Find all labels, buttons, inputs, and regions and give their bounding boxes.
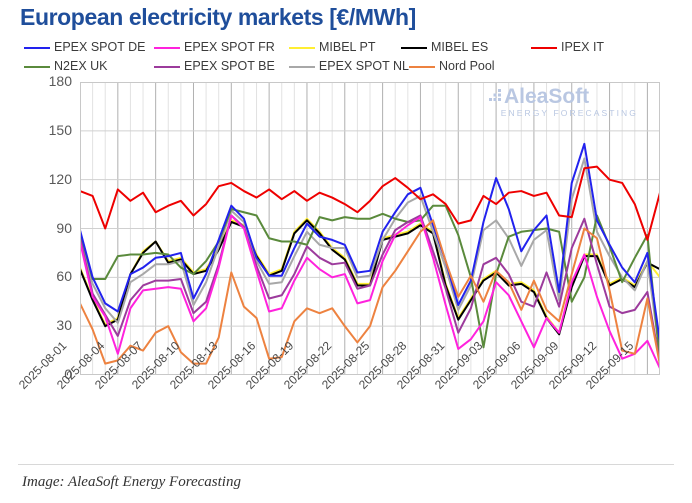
series-line-epex-spot-de	[80, 142, 660, 344]
x-axis: 2025-08-01 2025-08-04 2025-08-07 2025-08-10…	[0, 339, 692, 464]
legend-swatch-icon	[289, 65, 315, 68]
grid-lines	[80, 82, 660, 375]
legend-label: MIBEL ES	[431, 40, 489, 54]
legend-swatch-icon	[289, 46, 315, 49]
image-caption: Image: AleaSoft Energy Forecasting	[22, 474, 241, 490]
legend-item-n2ex-uk[interactable]: N2EX UK	[24, 57, 154, 76]
legend-label: Nord Pool	[439, 59, 495, 73]
legend-label: IPEX IT	[561, 40, 605, 54]
plot-border	[80, 82, 660, 375]
legend-label: EPEX SPOT FR	[184, 40, 275, 54]
legend-swatch-icon	[24, 46, 50, 49]
legend-item-epex-spot-fr[interactable]: EPEX SPOT FR	[154, 38, 289, 57]
legend-label: EPEX SPOT NL	[318, 59, 409, 73]
legend-swatch-icon	[409, 65, 435, 68]
legend-label: N2EX UK	[54, 59, 108, 73]
y-axis: 180 150 120 90 60 30 0	[12, 73, 72, 382]
footer-divider	[18, 464, 674, 465]
legend-item-mibel-es[interactable]: MIBEL ES	[401, 38, 531, 57]
series-line-epex-spot-be	[80, 214, 660, 365]
y-axis-tick: 0	[64, 366, 72, 382]
legend-item-ipex-it[interactable]: IPEX IT	[531, 38, 671, 57]
page-title: European electricity markets [€/MWh]	[20, 4, 416, 30]
y-axis-tick: 150	[48, 121, 72, 138]
y-axis-tick: 90	[56, 219, 72, 236]
legend-label: EPEX SPOT BE	[184, 59, 275, 73]
legend-swatch-icon	[154, 65, 180, 68]
chart-legend: EPEX SPOT DE EPEX SPOT FR MIBEL PT MIBEL ES…	[24, 38, 684, 76]
y-axis-tick: 120	[48, 170, 72, 187]
legend-swatch-icon	[401, 46, 427, 49]
legend-swatch-icon	[531, 46, 557, 49]
legend-item-nord-pool[interactable]: Nord Pool	[409, 57, 529, 76]
legend-item-epex-spot-nl[interactable]: EPEX SPOT NL	[289, 57, 409, 76]
y-axis-tick: 30	[56, 317, 72, 334]
series-line-nord-pool	[80, 219, 660, 367]
legend-swatch-icon	[154, 46, 180, 49]
y-axis-tick: 60	[56, 268, 72, 285]
chart-svg	[80, 82, 660, 375]
legend-label: MIBEL PT	[319, 40, 376, 54]
legend-item-epex-spot-be[interactable]: EPEX SPOT BE	[154, 57, 289, 76]
y-axis-tick: 180	[48, 73, 72, 89]
legend-swatch-icon	[24, 65, 50, 68]
series-line-epex-spot-fr	[80, 214, 660, 370]
series-line-ipex-it	[80, 165, 660, 241]
legend-label: EPEX SPOT DE	[54, 40, 146, 54]
plot-area	[80, 82, 660, 375]
legend-item-epex-spot-de[interactable]: EPEX SPOT DE	[24, 38, 154, 57]
legend-item-mibel-pt[interactable]: MIBEL PT	[289, 38, 401, 57]
